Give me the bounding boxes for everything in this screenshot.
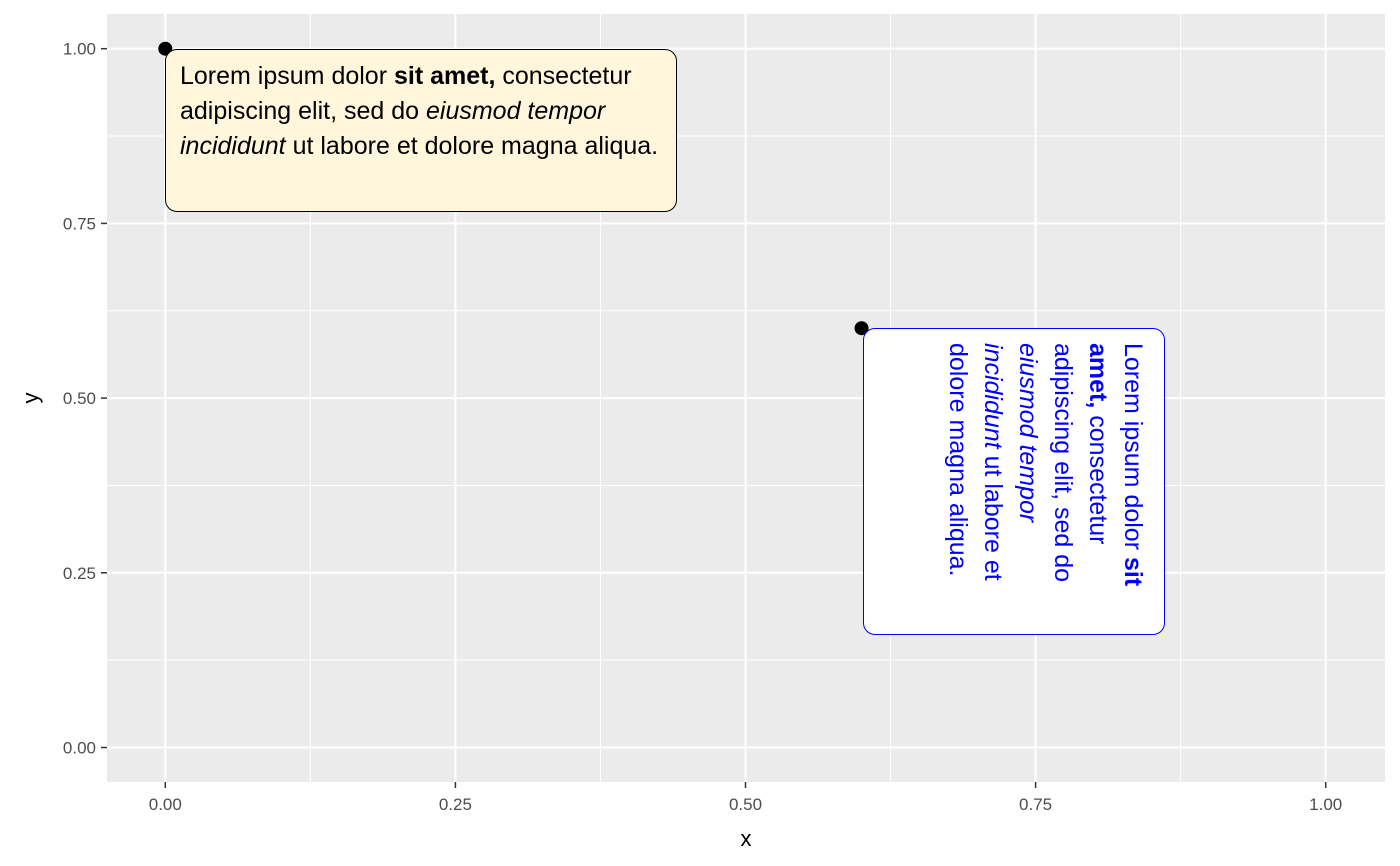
y-tick-label: 0.25 <box>63 564 96 583</box>
y-tick-label: 0.50 <box>63 389 96 408</box>
x-tick-label: 0.25 <box>439 795 472 814</box>
y-axis-title: y <box>18 393 43 404</box>
annotation-2-segment-1: Lorem ipsum dolor <box>1119 343 1147 557</box>
annotation-box-1: Lorem ipsum dolor sit amet, consectetur … <box>165 49 677 212</box>
x-tick-label: 0.75 <box>1019 795 1052 814</box>
y-tick-label: 0.75 <box>63 214 96 233</box>
annotation-1-segment-2: sit amet, <box>393 62 496 90</box>
x-tick-label: 1.00 <box>1309 795 1342 814</box>
x-tick-label: 0.50 <box>729 795 762 814</box>
annotation-1-segment-5: ut labore et dolore magna aliqua. <box>285 132 659 160</box>
annotation-1-segment-3: consectetur adipiscing elit, sed do <box>180 62 632 125</box>
axes: 0.00 0.25 0.50 0.75 1.00 0.00 0.25 0.50 0.75 1.00 <box>63 40 1342 814</box>
annotation-text-1: Lorem ipsum dolor sit amet, consectetur … <box>180 62 658 160</box>
annotation-1-segment-4: eiusmod tempor incididunt <box>180 97 606 160</box>
annotation-1-segment-1: Lorem ipsum dolor <box>180 62 394 90</box>
y-tick-label: 1.00 <box>63 40 96 59</box>
x-axis-title: x <box>741 826 752 851</box>
annotation-text-2: Lorem ipsum dolor sit amet, consectetur … <box>940 343 1150 620</box>
annotation-box-2: Lorem ipsum dolor sit amet, consectetur … <box>863 328 1165 635</box>
x-tick-label: 0.00 <box>149 795 182 814</box>
y-tick-label: 0.00 <box>63 739 96 758</box>
